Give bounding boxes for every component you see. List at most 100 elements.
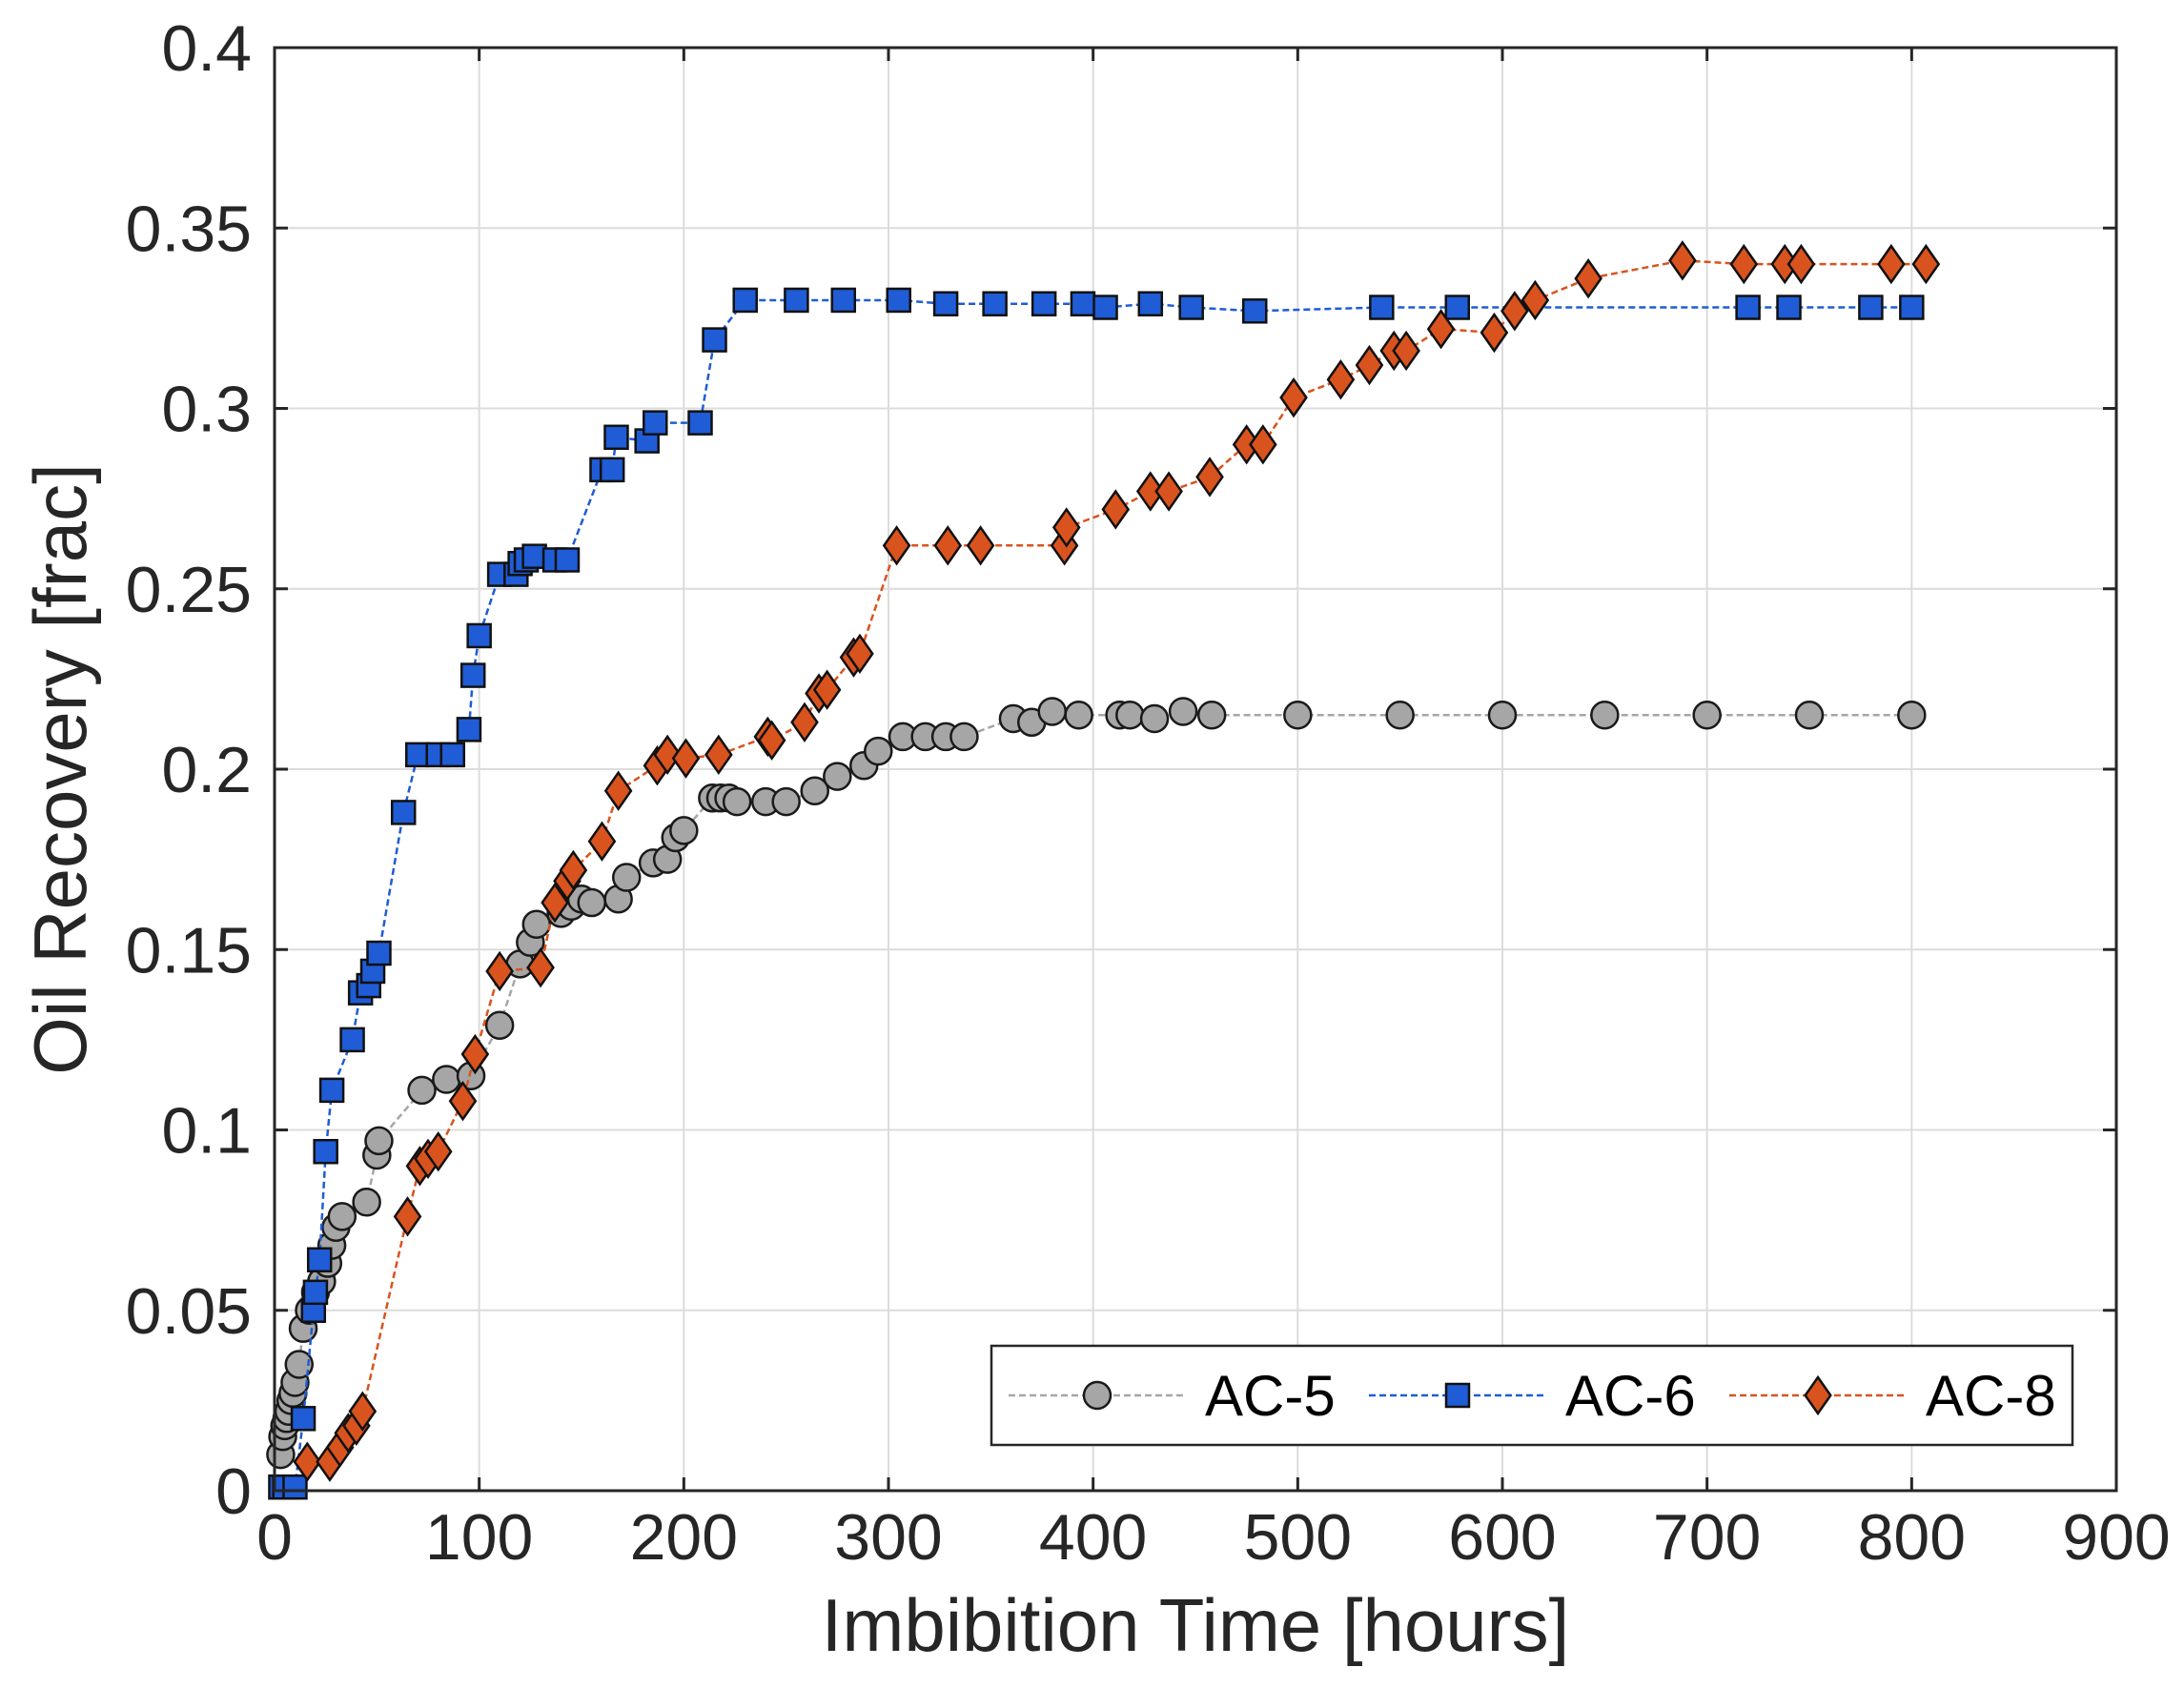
- x-tick-label: 200: [630, 1501, 738, 1574]
- legend-marker: [1082, 1380, 1112, 1411]
- data-point: [966, 525, 995, 566]
- data-point: [318, 1077, 345, 1104]
- data-point: [1877, 243, 1906, 285]
- data-point: [1776, 295, 1802, 320]
- legend-marker: [1804, 1374, 1832, 1416]
- y-tick-label: 0.25: [126, 554, 252, 626]
- data-point: [1897, 700, 1927, 730]
- data-point: [599, 457, 625, 483]
- data-point: [603, 424, 629, 451]
- data-point: [448, 1081, 478, 1122]
- data-point: [949, 722, 979, 752]
- data-point: [1092, 295, 1118, 320]
- data-point: [1692, 700, 1722, 730]
- data-point: [790, 702, 819, 742]
- data-point: [1051, 507, 1081, 548]
- data-point: [1735, 295, 1761, 320]
- data-point: [521, 543, 547, 569]
- x-tick-label: 400: [1039, 1501, 1147, 1574]
- data-point: [1392, 330, 1420, 372]
- data-point: [554, 547, 581, 573]
- y-axis-title: Oil Recovery [frac]: [18, 463, 102, 1074]
- data-point: [290, 1406, 316, 1432]
- y-tick-label: 0.4: [161, 12, 252, 85]
- data-point: [390, 800, 417, 825]
- x-tick-label: 0: [256, 1501, 293, 1574]
- data-point: [1070, 291, 1096, 316]
- x-tick-label: 500: [1244, 1501, 1352, 1574]
- data-point: [484, 1010, 515, 1040]
- y-tick-label: 0.05: [126, 1275, 252, 1348]
- data-point: [1135, 471, 1165, 512]
- data-point: [306, 1247, 333, 1273]
- data-point: [432, 1065, 461, 1094]
- data-point: [722, 786, 752, 817]
- data-point: [1444, 295, 1471, 320]
- data-point: [366, 940, 392, 966]
- data-point: [1729, 243, 1759, 285]
- y-tick-label: 0.35: [126, 193, 252, 265]
- data-point: [1668, 240, 1697, 281]
- data-point: [933, 525, 963, 566]
- x-axis-title: Imbibition Time [hours]: [822, 1583, 1570, 1667]
- data-point: [339, 1027, 365, 1053]
- data-point: [559, 849, 588, 891]
- legend-entry-ac-6: AC-6: [1369, 1364, 1696, 1428]
- x-tick-label: 900: [2062, 1501, 2170, 1574]
- data-point: [1355, 344, 1384, 386]
- data-point: [687, 410, 713, 436]
- data-point: [1137, 291, 1164, 316]
- data-point: [864, 736, 893, 766]
- data-point: [327, 1202, 357, 1231]
- data-point: [460, 1033, 490, 1075]
- data-point: [643, 410, 668, 436]
- data-point: [1242, 298, 1268, 324]
- data-point: [466, 622, 492, 649]
- data-point: [1911, 243, 1941, 285]
- data-point: [293, 1441, 322, 1482]
- series-layer: [266, 240, 1941, 1500]
- data-point: [407, 1075, 437, 1106]
- data-point: [603, 770, 633, 811]
- data-point: [1154, 471, 1183, 512]
- data-point: [1426, 309, 1456, 350]
- data-point: [611, 863, 642, 892]
- series-ac-8: [293, 240, 1941, 1482]
- x-tick-label: 700: [1653, 1501, 1761, 1574]
- data-point: [423, 1131, 453, 1172]
- data-point: [364, 1126, 394, 1156]
- x-tick-label: 800: [1858, 1501, 1966, 1574]
- data-point: [459, 662, 486, 688]
- data-point: [932, 291, 959, 316]
- data-point: [1574, 258, 1602, 299]
- legend-label: AC-6: [1565, 1364, 1696, 1428]
- data-point: [1064, 700, 1093, 730]
- legend-label: AC-8: [1926, 1364, 2056, 1428]
- data-point: [1279, 376, 1308, 418]
- grid: [275, 48, 2116, 1491]
- axes: 0 100 200 300 400 500 600 700 800 900 0 0.05 0.1 0.15…: [126, 12, 2171, 1574]
- data-point: [1037, 697, 1067, 726]
- data-point: [784, 287, 809, 314]
- data-point: [671, 738, 701, 779]
- data-point: [1590, 700, 1620, 730]
- data-point: [348, 1391, 378, 1432]
- data-point: [521, 909, 552, 940]
- data-point: [352, 1187, 381, 1217]
- data-point: [1283, 700, 1313, 730]
- data-point: [1168, 697, 1198, 726]
- data-point: [587, 821, 617, 862]
- data-point: [405, 742, 431, 768]
- data-point: [1480, 312, 1509, 354]
- data-point: [1369, 295, 1395, 320]
- data-point: [830, 287, 857, 314]
- data-point: [485, 950, 514, 992]
- data-point: [812, 669, 842, 710]
- x-tick-label: 600: [1448, 1501, 1556, 1574]
- data-point: [1326, 359, 1356, 400]
- data-point: [1385, 700, 1415, 730]
- data-point: [282, 1474, 308, 1500]
- x-tick-label: 300: [834, 1501, 942, 1574]
- series-ac-6: [268, 287, 1925, 1500]
- data-point: [541, 882, 569, 924]
